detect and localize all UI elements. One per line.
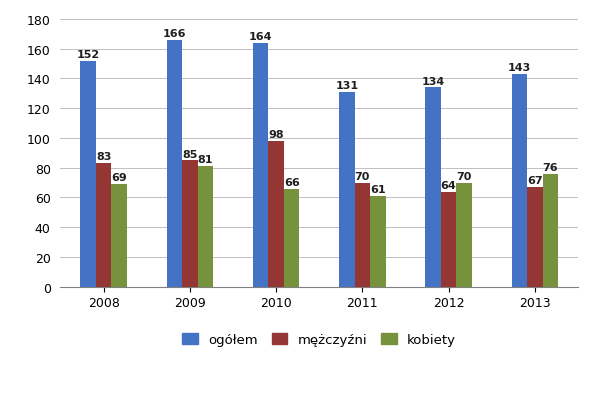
Bar xyxy=(441,192,457,287)
Text: 76: 76 xyxy=(543,162,558,173)
Text: 83: 83 xyxy=(96,152,111,162)
Text: 69: 69 xyxy=(111,173,127,183)
Bar xyxy=(111,185,127,287)
Text: 67: 67 xyxy=(527,176,543,186)
Text: 66: 66 xyxy=(284,177,299,187)
Bar xyxy=(197,167,213,287)
Text: 131: 131 xyxy=(335,81,358,91)
Bar xyxy=(284,189,299,287)
Bar xyxy=(512,75,527,287)
Text: 164: 164 xyxy=(249,32,272,42)
Text: 134: 134 xyxy=(422,77,445,86)
Bar xyxy=(527,188,543,287)
Text: 70: 70 xyxy=(355,171,370,181)
Bar xyxy=(370,196,385,287)
Text: 64: 64 xyxy=(441,180,457,190)
Text: 143: 143 xyxy=(508,63,531,73)
Bar xyxy=(355,183,370,287)
Text: 152: 152 xyxy=(76,50,100,60)
Text: 70: 70 xyxy=(457,171,472,181)
Bar xyxy=(80,62,96,287)
Bar xyxy=(253,44,269,287)
Bar xyxy=(182,161,197,287)
Bar xyxy=(543,174,558,287)
Bar xyxy=(96,164,111,287)
Text: 98: 98 xyxy=(268,130,284,140)
Legend: ogółem, mężczyźni, kobiety: ogółem, mężczyźni, kobiety xyxy=(177,328,461,352)
Bar xyxy=(269,142,284,287)
Text: 81: 81 xyxy=(197,155,213,165)
Bar xyxy=(339,93,355,287)
Bar xyxy=(457,183,472,287)
Bar xyxy=(167,41,182,287)
Text: 85: 85 xyxy=(182,149,197,159)
Text: 166: 166 xyxy=(162,29,186,39)
Text: 61: 61 xyxy=(370,185,385,195)
Bar xyxy=(425,88,441,287)
